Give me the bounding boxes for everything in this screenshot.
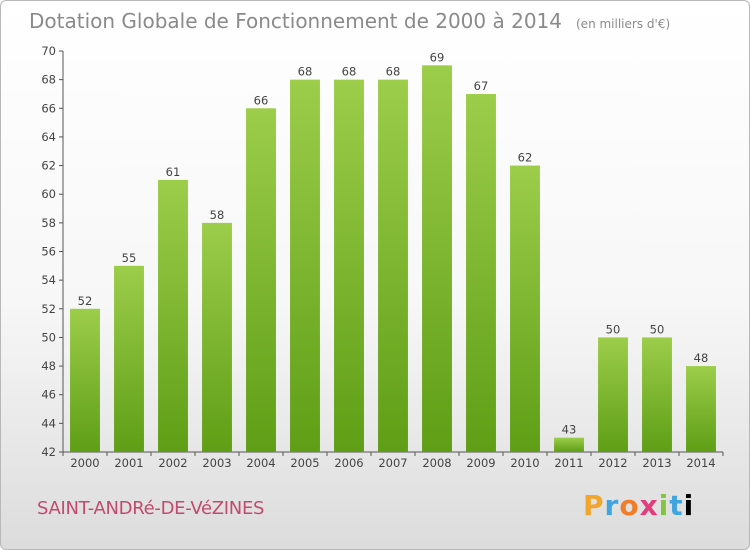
data-label-2011: 43 <box>562 423 577 437</box>
x-tick-label-2012: 2012 <box>598 456 627 470</box>
x-tick-label-2013: 2013 <box>642 456 671 470</box>
y-tick-label: 62 <box>41 159 56 173</box>
y-tick-label: 56 <box>41 245 56 259</box>
x-tick-label-2007: 2007 <box>378 456 407 470</box>
x-tick-label-2014: 2014 <box>686 456 715 470</box>
x-tick-label-2003: 2003 <box>202 456 231 470</box>
bar-2007 <box>378 79 408 453</box>
y-tick-label: 46 <box>41 388 56 402</box>
y-tick-label: 42 <box>41 445 56 459</box>
data-label-2008: 69 <box>430 50 445 64</box>
x-tick-label-2010: 2010 <box>510 456 539 470</box>
chart-title-text: Dotation Globale de Fonctionnement de 20… <box>29 9 562 33</box>
x-tick-label-2008: 2008 <box>422 456 451 470</box>
bar-2006 <box>334 79 364 453</box>
logo-letter: o <box>619 489 640 522</box>
logo-letter: x <box>639 489 659 522</box>
bar-2005 <box>290 79 320 453</box>
y-tick-label: 64 <box>41 130 56 144</box>
logo-letter: i <box>658 489 670 522</box>
x-tick-label-2006: 2006 <box>334 456 363 470</box>
data-label-2012: 50 <box>606 322 621 336</box>
bar-2013 <box>642 337 672 452</box>
bar-2004 <box>246 108 276 453</box>
bar-2008 <box>422 65 452 453</box>
data-label-2005: 68 <box>298 65 313 79</box>
logo-letter: r <box>604 489 620 522</box>
bar-2000 <box>70 308 100 452</box>
x-tick-label-2004: 2004 <box>246 456 275 470</box>
y-tick-label: 54 <box>41 273 56 287</box>
data-label-2007: 68 <box>386 65 401 79</box>
logo-letter: t <box>669 489 684 522</box>
y-tick-label: 60 <box>41 187 56 201</box>
data-label-2013: 50 <box>650 322 665 336</box>
data-label-2010: 62 <box>518 151 533 165</box>
y-tick-label: 58 <box>41 216 56 230</box>
data-label-2001: 55 <box>122 251 137 265</box>
y-tick-label: 70 <box>41 44 56 58</box>
data-label-2006: 68 <box>342 65 357 79</box>
x-tick-label-2005: 2005 <box>290 456 319 470</box>
x-tick-label-2001: 2001 <box>114 456 143 470</box>
y-tick-label: 50 <box>41 330 56 344</box>
bar-2014 <box>686 366 716 452</box>
data-label-2000: 52 <box>78 294 93 308</box>
data-label-2004: 66 <box>254 93 269 107</box>
logo-letter: i <box>683 489 695 522</box>
chart-unit: (en milliers d'€) <box>576 17 671 31</box>
proxiti-logo: Proxiti <box>583 489 694 522</box>
x-tick-label-2009: 2009 <box>466 456 495 470</box>
bar-2011 <box>554 437 584 452</box>
data-label-2009: 67 <box>474 79 489 93</box>
logo-letter: P <box>583 489 605 522</box>
y-tick-label: 48 <box>41 359 56 373</box>
bar-2010 <box>510 165 540 453</box>
data-label-2003: 58 <box>210 208 225 222</box>
bar-2002 <box>158 179 188 452</box>
x-tick-label-2011: 2011 <box>554 456 583 470</box>
commune-name: SAINT-ANDRé-DE-VéZINES <box>37 498 265 519</box>
data-label-2002: 61 <box>166 165 181 179</box>
bar-2012 <box>598 337 628 452</box>
y-tick-label: 68 <box>41 73 56 87</box>
y-tick-label: 44 <box>41 416 56 430</box>
y-tick-label: 52 <box>41 302 56 316</box>
bar-2003 <box>202 222 232 452</box>
data-label-2014: 48 <box>694 351 709 365</box>
x-tick-label-2002: 2002 <box>158 456 187 470</box>
bar-2009 <box>466 93 496 452</box>
x-tick-label-2000: 2000 <box>70 456 99 470</box>
bar-2001 <box>114 265 144 452</box>
chart-title: Dotation Globale de Fonctionnement de 20… <box>29 9 670 33</box>
y-tick-label: 66 <box>41 101 56 115</box>
